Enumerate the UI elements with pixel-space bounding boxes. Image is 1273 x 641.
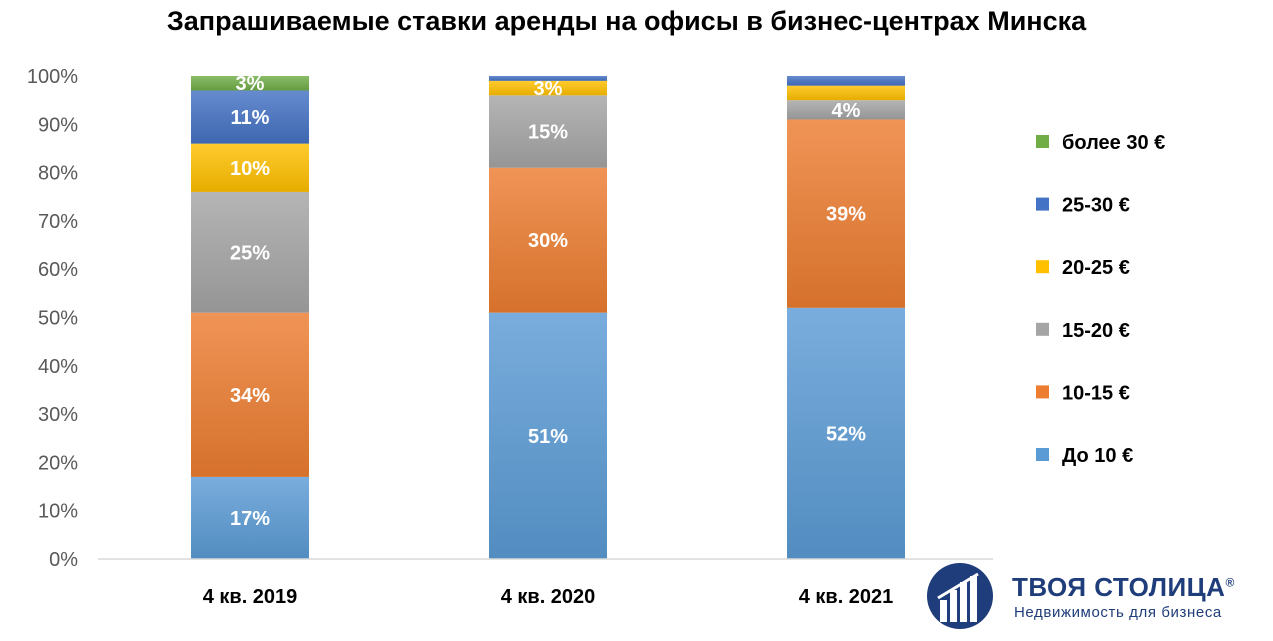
data-label: 39%	[826, 204, 866, 226]
bar-segment	[787, 119, 905, 308]
data-label: 17%	[230, 508, 270, 530]
y-tick-label: 90%	[38, 114, 78, 136]
legend-swatch	[1036, 197, 1049, 211]
bar-segment	[191, 76, 309, 91]
y-tick-label: 10%	[38, 501, 78, 523]
data-label: 10%	[230, 158, 270, 180]
data-label: 52%	[826, 423, 866, 445]
bar-segment	[191, 90, 309, 144]
bar-segment	[489, 167, 607, 313]
y-tick-label: 60%	[38, 259, 78, 281]
bar-segment	[191, 143, 309, 192]
bar-segment	[191, 191, 309, 313]
legend-label: 10-15 €	[1062, 382, 1130, 404]
legend-label: 20-25 €	[1062, 257, 1130, 279]
x-axis: 4 кв. 2019 4 кв. 2020 4 кв. 2021	[203, 586, 894, 608]
x-tick-label: 4 кв. 2021	[799, 586, 894, 608]
legend-label: более 30 €	[1062, 132, 1165, 154]
data-label: 15%	[528, 122, 568, 144]
y-tick-label: 0%	[49, 549, 78, 571]
data-label: 4%	[832, 100, 861, 122]
bar-segment	[191, 312, 309, 477]
bar-segment	[787, 85, 905, 101]
data-label: 3%	[534, 78, 563, 100]
legend-swatch	[1036, 322, 1049, 336]
brand-tagline: Недвижимость для бизнеса	[1014, 604, 1222, 621]
chart-title: Запрашиваемые ставки аренды на офисы в б…	[166, 6, 1087, 36]
bar-segment	[489, 80, 607, 96]
building-logo-icon	[927, 563, 993, 629]
data-label: 51%	[528, 426, 568, 448]
brand-name: ТВОЯ СТОЛИЦА®	[1012, 572, 1235, 602]
legend-swatch	[1036, 448, 1049, 461]
y-tick-label: 30%	[38, 404, 78, 426]
bar-segment	[191, 476, 309, 559]
bar-segment	[787, 76, 905, 86]
bar-segment	[787, 307, 905, 559]
bar-segment	[489, 312, 607, 559]
legend-label: До 10 €	[1062, 445, 1133, 467]
brand-logo: ТВОЯ СТОЛИЦА® Недвижимость для бизнеса	[926, 560, 1266, 632]
segment-labels: 17% 34% 25% 10% 11% 3% 51% 30% 15% 3% 52% 39% 4%	[230, 73, 866, 530]
data-label: 30%	[528, 230, 568, 252]
y-tick-label: 80%	[38, 163, 78, 185]
bar-segment	[489, 76, 607, 81]
x-tick-label: 4 кв. 2019	[203, 586, 298, 608]
data-label: 25%	[230, 242, 270, 264]
legend-swatch	[1036, 260, 1049, 274]
data-label: 34%	[230, 385, 270, 407]
bars	[191, 76, 905, 559]
legend-label: 25-30 €	[1062, 195, 1130, 217]
bar-segment	[787, 100, 905, 120]
legend-swatch	[1036, 135, 1049, 148]
y-tick-label: 70%	[38, 211, 78, 233]
x-tick-label: 4 кв. 2020	[501, 586, 596, 608]
y-tick-label: 50%	[38, 308, 78, 330]
legend-swatch	[1036, 385, 1049, 399]
bar-segment	[489, 95, 607, 168]
data-label: 3%	[236, 73, 265, 95]
y-tick-label: 40%	[38, 356, 78, 378]
legend: более 30 € 25-30 € 20-25 € 15-20 € 10-15 € До…	[1036, 132, 1165, 467]
legend-label: 15-20 €	[1062, 320, 1130, 342]
y-tick-label: 20%	[38, 452, 78, 474]
y-axis: 0% 10% 20% 30% 40% 50% 60% 70% 80% 90% 100%	[27, 66, 78, 571]
data-label: 11%	[231, 107, 270, 129]
y-tick-label: 100%	[27, 66, 78, 88]
